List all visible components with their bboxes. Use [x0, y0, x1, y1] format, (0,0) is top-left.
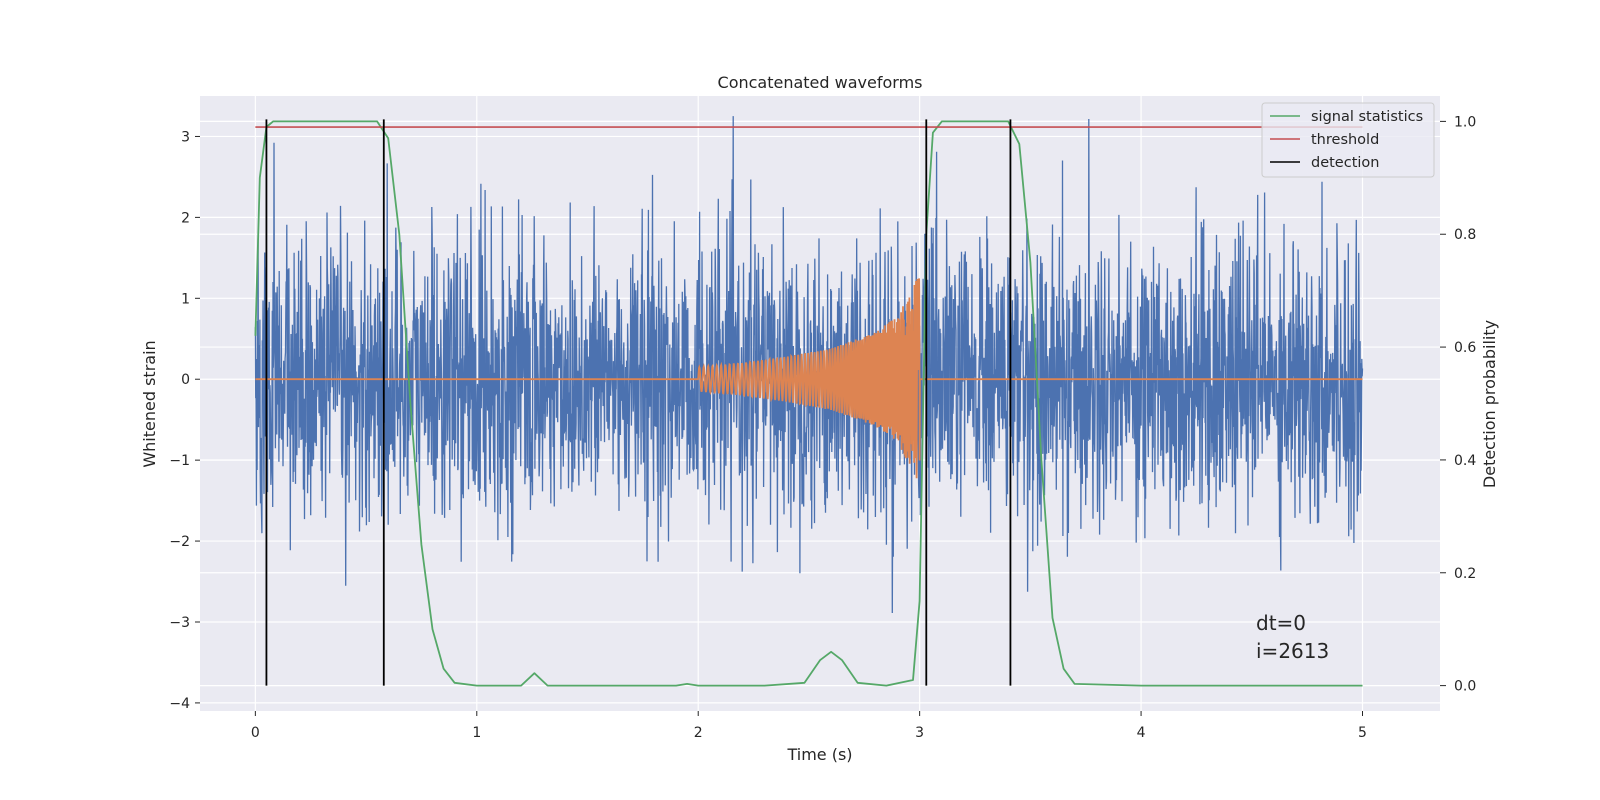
x-tick-label: 5	[1358, 725, 1367, 741]
y-axis-label: Whitened strain	[140, 340, 159, 467]
y2-tick-label: 0.2	[1454, 566, 1476, 582]
y-tick-label: 3	[181, 129, 190, 145]
y-tick-label: −3	[169, 615, 190, 631]
y2-tick-label: 0.4	[1454, 453, 1476, 469]
x-tick-label: 1	[472, 725, 481, 741]
y-tick-label: −1	[169, 453, 190, 469]
legend-label-signal-statistics: signal statistics	[1311, 109, 1423, 125]
x-axis: 0 1 2 3 4 5	[251, 711, 1367, 741]
detection-series	[265, 119, 1012, 686]
y2-tick-label: 1.0	[1454, 114, 1476, 130]
y-tick-label: −4	[169, 696, 190, 712]
y-tick-label: 1	[181, 291, 190, 307]
y2-tick-label: 0.0	[1454, 679, 1476, 695]
y-tick-label: 2	[181, 210, 190, 226]
signal-statistics-series	[254, 120, 1363, 687]
x-tick-label: 0	[251, 725, 260, 741]
x-tick-label: 4	[1137, 725, 1146, 741]
legend: signal statistics threshold detection	[1261, 102, 1435, 178]
legend-label-threshold: threshold	[1311, 132, 1379, 148]
y2-tick-label: 0.8	[1454, 227, 1476, 243]
y-axis-left: −4 −3 −2 −1 0 1 2 3	[169, 129, 200, 712]
y-axis-right: 0.0 0.2 0.4 0.6 0.8 1.0	[1440, 114, 1476, 695]
legend-box	[1261, 102, 1435, 178]
x-tick-label: 3	[915, 725, 924, 741]
signal-statistics-line	[254, 120, 1363, 687]
injection-line	[255, 278, 1363, 479]
x-tick-label: 2	[694, 725, 703, 741]
annotation-i: i=2613	[1256, 639, 1329, 663]
annotation-dt: dt=0	[1256, 611, 1306, 635]
injection-series	[255, 278, 1363, 479]
legend-label-detection: detection	[1311, 155, 1379, 171]
y2-tick-label: 0.6	[1454, 340, 1476, 356]
y-tick-label: −2	[169, 534, 190, 550]
x-axis-label: Time (s)	[786, 745, 852, 764]
y-tick-label: 0	[181, 372, 190, 388]
chart-title: Concatenated waveforms	[718, 73, 923, 92]
y2-axis-label: Detection probability	[1480, 320, 1499, 488]
